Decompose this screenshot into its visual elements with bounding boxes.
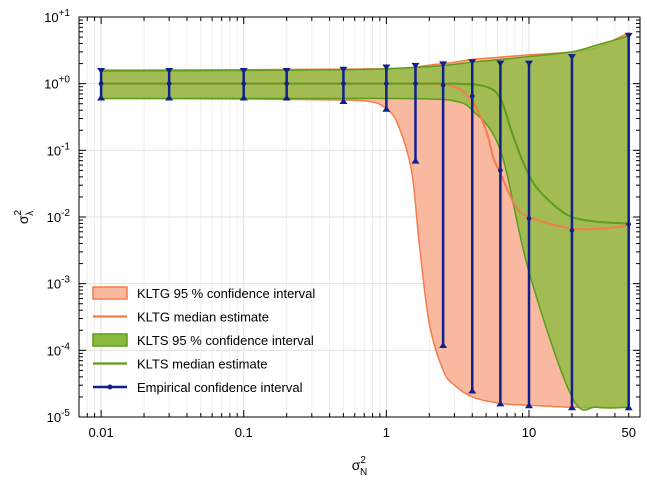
x-tick-label: 50 [621, 425, 635, 440]
y-tick-label: 10+1 [44, 8, 70, 25]
errorbar-cap-lower [525, 402, 534, 409]
errorbar-point [98, 81, 104, 86]
x-tick-labels: 0.01 0.1 1 10 50 [88, 425, 636, 440]
legend-swatch-point [107, 384, 113, 390]
x-axis-label: σ2 N [352, 455, 367, 478]
errorbar-point [284, 81, 289, 86]
y-axis-label: σ2λ [13, 209, 36, 224]
errorbar-cap-lower [339, 97, 348, 104]
errorbar-cap-lower [165, 94, 174, 101]
errorbar-cap-lower [439, 342, 448, 349]
errorbar-point [626, 221, 632, 227]
legend-label: KLTG 95 % confidence interval [137, 286, 315, 301]
errorbar-cap-upper [567, 54, 576, 61]
legend-label: KLTS 95 % confidence interval [137, 333, 314, 348]
klts-confidence-band [100, 34, 630, 411]
errorbar-point [241, 81, 247, 86]
legend-label: Empirical confidence interval [137, 380, 303, 395]
errorbar-point [440, 82, 446, 88]
errorbar-cap-upper [525, 60, 534, 67]
errorbar-point [498, 168, 503, 173]
axis-ticks [78, 16, 641, 418]
errorbar-cap-upper [339, 66, 348, 73]
errorbar-cap-upper [165, 67, 174, 74]
y-tick-label: 10+0 [44, 75, 70, 92]
y-tick-label: 10-5 [47, 408, 71, 425]
errorbar-cap-lower [624, 404, 633, 411]
errorbar-cap-upper [97, 67, 106, 74]
legend-swatch-band [92, 286, 128, 300]
errorbar-cap-upper [496, 60, 505, 67]
errorbar-point [413, 81, 418, 86]
errorbar-point [469, 93, 475, 99]
errorbar-cap-lower [411, 157, 420, 164]
legend-label: KLTS median estimate [137, 357, 268, 372]
y-tick-label: 10-1 [47, 141, 71, 158]
errorbar-cap-lower [468, 387, 477, 394]
errorbar-cap-upper [624, 32, 633, 39]
errorbar-cap-lower [97, 94, 106, 101]
errorbar-cap-upper [239, 67, 248, 74]
y-tick-label: 10-2 [47, 208, 71, 225]
errorbar-point [384, 81, 389, 86]
errorbar-cap-lower [382, 105, 391, 112]
errorbar-cap-upper [439, 61, 448, 68]
legend: KLTG 95 % confidence interval KLTG median… [92, 286, 315, 395]
x-tick-label: 1 [383, 425, 390, 440]
errorbar-cap-lower [496, 400, 505, 407]
x-tick-label: 10 [522, 425, 536, 440]
errorbar-cap-lower [239, 94, 248, 101]
errorbar-point [341, 81, 346, 86]
y-tick-labels: 10+1 10+0 10-1 10-2 10-3 10-4 10-5 [44, 8, 70, 425]
errorbar-cap-lower [282, 94, 291, 101]
x-tick-label: 0.01 [88, 425, 113, 440]
y-tick-label: 10-4 [47, 341, 71, 358]
errorbar-cap-lower [567, 404, 576, 411]
x-tick-label: 0.1 [235, 425, 253, 440]
legend-label: KLTG median estimate [137, 310, 269, 325]
errorbar-cap-upper [411, 62, 420, 69]
errorbar-point [166, 81, 172, 86]
errorbar-point [569, 228, 575, 233]
legend-swatch-band [92, 333, 128, 347]
y-tick-label: 10-3 [47, 275, 71, 292]
errorbar-point [526, 216, 532, 221]
errorbar-cap-upper [468, 59, 477, 66]
errorbar-cap-upper [382, 64, 391, 71]
empirical-errorbars [97, 32, 633, 411]
errorbar-cap-upper [282, 67, 291, 74]
